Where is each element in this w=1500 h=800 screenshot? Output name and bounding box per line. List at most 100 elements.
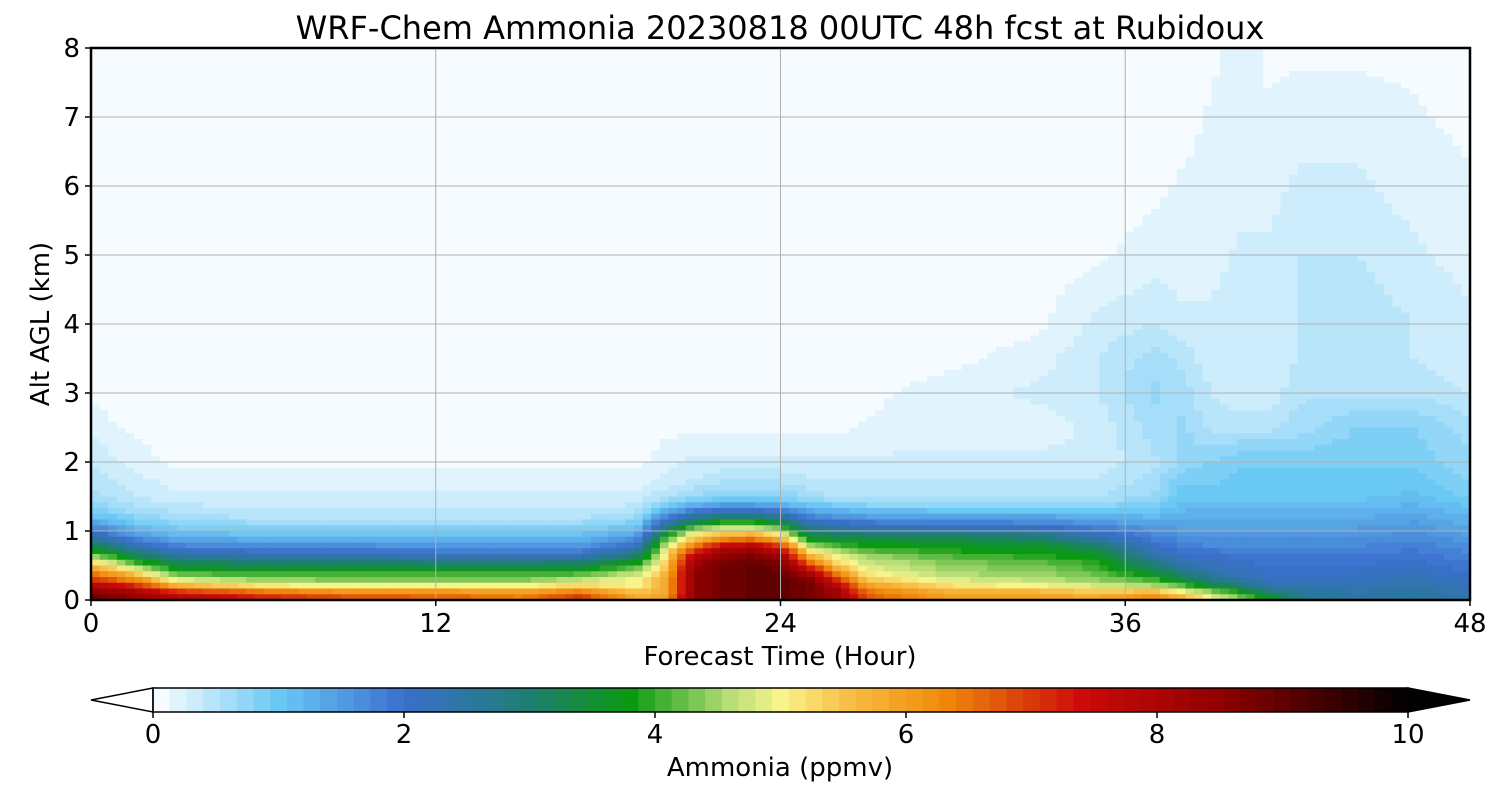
contour-cell	[409, 134, 420, 141]
contour-cell	[1064, 59, 1075, 66]
contour-cell	[883, 48, 894, 55]
contour-cell	[91, 145, 101, 153]
contour-cell	[1426, 117, 1437, 124]
contour-cell	[1435, 48, 1445, 55]
contour-cell	[1263, 214, 1273, 222]
contour-cell	[1306, 151, 1316, 158]
contour-cell	[927, 53, 937, 61]
contour-cell	[547, 151, 558, 158]
contour-cell	[883, 82, 894, 89]
contour-cell	[1418, 186, 1428, 193]
contour-cell	[1039, 197, 1049, 204]
contour-cell	[754, 122, 764, 130]
contour-cell	[927, 88, 937, 95]
contour-cell	[590, 59, 601, 66]
contour-cell	[737, 99, 747, 107]
contour-cell	[1125, 105, 1135, 112]
contour-cell	[728, 157, 739, 164]
contour-cell	[1082, 48, 1092, 55]
contour-cell	[349, 209, 359, 216]
contour-cell	[823, 59, 833, 66]
contour-cell	[504, 163, 514, 170]
contour-cell	[1013, 65, 1023, 72]
contour-cell	[159, 117, 170, 124]
contour-cell	[582, 140, 592, 147]
contour-cell	[625, 53, 635, 61]
contour-cell	[496, 99, 506, 107]
contour-cell	[1426, 88, 1437, 95]
contour-cell	[685, 94, 695, 101]
contour-cell	[677, 157, 687, 164]
contour-cell	[1021, 151, 1032, 158]
contour-cell	[720, 174, 730, 181]
contour-cell	[849, 71, 859, 78]
contour-cell	[108, 214, 118, 222]
contour-cell	[754, 134, 764, 141]
contour-cell	[1280, 76, 1290, 84]
contour-cell	[513, 134, 523, 141]
contour-cell	[108, 209, 118, 216]
contour-cell	[306, 145, 316, 153]
contour-cell	[384, 180, 394, 187]
contour-cell	[1392, 151, 1402, 158]
contour-cell	[573, 82, 583, 89]
contour-cell	[556, 134, 566, 141]
contour-cell	[608, 174, 618, 181]
contour-cell	[892, 197, 902, 204]
contour-cell	[392, 157, 402, 164]
contour-cell	[1392, 140, 1402, 147]
contour-cell	[547, 111, 558, 118]
contour-cell	[1039, 140, 1049, 147]
contour-cell	[789, 122, 799, 130]
contour-cell	[478, 59, 489, 66]
contour-cell	[332, 76, 342, 84]
contour-cell	[1064, 65, 1075, 72]
contour-cell	[806, 94, 816, 101]
contour-cell	[927, 157, 937, 164]
contour-cell	[814, 111, 825, 118]
contour-cell	[1323, 71, 1333, 78]
contour-cell	[1142, 105, 1152, 112]
contour-cell	[125, 186, 135, 193]
contour-cell	[401, 117, 411, 124]
contour-cell	[1435, 174, 1445, 181]
contour-cell	[159, 65, 170, 72]
contour-cell	[1125, 209, 1135, 216]
contour-cell	[470, 180, 480, 187]
contour-cell	[1108, 163, 1118, 170]
contour-cell	[1099, 203, 1109, 210]
contour-cell	[1047, 48, 1057, 55]
contour-cell	[108, 48, 118, 55]
contour-cell	[306, 105, 316, 112]
contour-cell	[1289, 122, 1299, 130]
contour-cell	[1426, 186, 1437, 193]
contour-cell	[1271, 163, 1281, 170]
contour-cell	[763, 53, 773, 61]
contour-cell	[909, 111, 919, 118]
contour-cell	[590, 99, 601, 107]
contour-cell	[590, 163, 601, 170]
contour-cell	[1409, 134, 1419, 141]
contour-cell	[185, 220, 196, 227]
contour-cell	[1004, 48, 1014, 55]
contour-cell	[306, 203, 316, 210]
contour-cell	[702, 71, 713, 78]
contour-cell	[452, 220, 463, 227]
contour-cell	[944, 145, 954, 153]
contour-cell	[401, 122, 411, 130]
contour-cell	[237, 191, 247, 199]
contour-cell	[573, 122, 583, 130]
contour-cell	[797, 197, 807, 204]
contour-cell	[858, 214, 868, 222]
contour-cell	[608, 220, 618, 227]
contour-cell	[927, 191, 937, 199]
contour-cell	[547, 145, 558, 153]
contour-cell	[858, 191, 868, 199]
contour-cell	[116, 220, 127, 227]
contour-cell	[142, 220, 152, 227]
contour-cell	[349, 226, 359, 233]
contour-cell	[1383, 65, 1394, 72]
contour-cell	[297, 214, 308, 222]
contour-cell	[142, 94, 152, 101]
contour-cell	[504, 128, 514, 135]
